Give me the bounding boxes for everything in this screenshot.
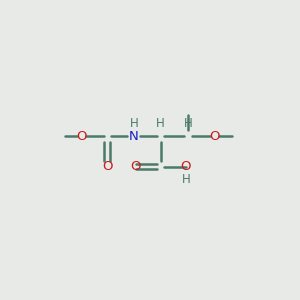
Text: H: H [156, 117, 165, 130]
Text: O: O [181, 160, 191, 173]
Text: O: O [130, 160, 141, 173]
Text: O: O [102, 160, 112, 173]
Text: H: H [184, 117, 193, 130]
Text: O: O [209, 130, 220, 143]
Text: N: N [129, 130, 139, 143]
Text: O: O [76, 130, 87, 143]
Text: H: H [182, 173, 190, 186]
Text: H: H [130, 117, 138, 130]
